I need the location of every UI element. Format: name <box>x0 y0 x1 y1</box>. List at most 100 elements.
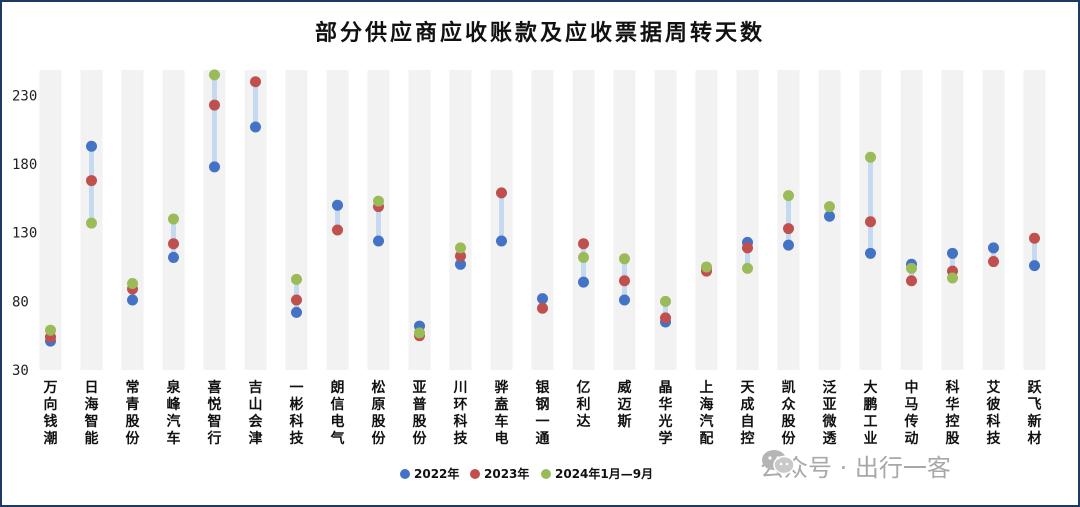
category-label: 常青股份 <box>126 379 141 447</box>
category-band <box>982 70 1005 370</box>
data-point <box>619 294 630 306</box>
category-label: 松原股份 <box>372 379 387 447</box>
category-label: 泛亚微透 <box>822 379 838 447</box>
data-point <box>865 151 876 163</box>
category-label: 银钢一通 <box>536 379 551 447</box>
category-label: 骅盍车电 <box>495 379 509 447</box>
data-point <box>578 238 589 250</box>
category-label: 大鹏工业 <box>864 379 878 447</box>
data-point <box>168 251 179 263</box>
category-band <box>121 70 144 370</box>
data-point <box>373 235 384 247</box>
data-point <box>332 224 343 236</box>
data-point <box>45 324 56 336</box>
data-point <box>414 327 425 339</box>
data-point <box>783 239 794 251</box>
y-tick-label: 80 <box>12 294 29 310</box>
data-point <box>250 121 261 133</box>
data-point <box>742 262 753 274</box>
legend-marker <box>541 469 551 479</box>
category-label: 万向钱潮 <box>43 380 58 447</box>
legend-marker <box>400 469 410 479</box>
category-band <box>572 70 595 370</box>
data-point <box>906 275 917 287</box>
data-point <box>619 275 630 287</box>
category-label: 天成自控 <box>741 380 756 447</box>
data-point <box>742 242 753 254</box>
y-tick-label: 230 <box>12 88 37 104</box>
data-point <box>86 140 97 152</box>
y-tick-label: 180 <box>12 157 37 173</box>
category-label: 威迈斯 <box>618 379 632 430</box>
data-point <box>332 199 343 211</box>
category-band <box>408 70 431 370</box>
data-point <box>168 213 179 225</box>
category-label: 跃飞新材 <box>1028 380 1043 447</box>
category-label: 吉山会津 <box>249 379 264 447</box>
data-point <box>168 238 179 250</box>
data-point <box>291 273 302 285</box>
category-band <box>285 70 308 370</box>
category-label: 一彬科技 <box>290 380 305 447</box>
data-point <box>250 76 261 88</box>
data-point <box>578 251 589 263</box>
category-band <box>449 70 472 370</box>
category-band <box>39 70 62 370</box>
category-band <box>613 70 636 370</box>
data-point <box>783 190 794 202</box>
data-point <box>824 201 835 213</box>
data-point <box>988 256 999 268</box>
category-label: 亚普股份 <box>413 380 428 447</box>
data-point <box>1029 260 1040 272</box>
data-point <box>947 247 958 259</box>
data-point <box>373 195 384 207</box>
data-point <box>865 216 876 228</box>
data-point <box>127 278 138 290</box>
data-point <box>1029 232 1040 244</box>
data-point <box>496 187 507 199</box>
wechat-icon <box>762 450 795 475</box>
data-point <box>291 306 302 318</box>
data-point <box>455 258 466 270</box>
data-point <box>824 210 835 222</box>
category-label: 朗信电气 <box>330 379 345 447</box>
data-point <box>537 293 548 305</box>
data-point <box>947 272 958 284</box>
category-band <box>695 70 718 370</box>
data-point <box>86 175 97 187</box>
category-label: 中马传动 <box>904 379 919 447</box>
data-point <box>291 294 302 306</box>
category-label: 凯众股份 <box>782 379 797 447</box>
data-point <box>127 294 138 306</box>
category-band <box>736 70 759 370</box>
legend-label: 2022年 <box>414 466 459 481</box>
chart-title: 部分供应商应收账款及应收票据周转天数 <box>314 21 765 46</box>
data-point <box>865 247 876 259</box>
data-point <box>701 261 712 273</box>
data-point <box>86 217 97 229</box>
data-point <box>455 250 466 262</box>
watermark: 公众号 · 出行一客 <box>760 448 951 483</box>
category-label: 川环科技 <box>453 380 469 447</box>
category-band <box>900 70 923 370</box>
data-point <box>209 99 220 111</box>
data-point <box>660 312 671 324</box>
data-point <box>988 242 999 254</box>
y-tick-label: 130 <box>12 226 37 242</box>
data-point <box>578 276 589 288</box>
category-label: 晶华光学 <box>658 380 673 447</box>
category-label: 上海汽配 <box>700 380 714 447</box>
data-point <box>537 302 548 314</box>
data-point <box>209 69 220 81</box>
category-band <box>531 70 554 370</box>
category-band <box>203 70 226 370</box>
data-point <box>496 235 507 247</box>
category-band <box>1023 70 1046 370</box>
legend-label: 2024年1月—9月 <box>555 466 653 481</box>
data-point <box>619 253 630 265</box>
data-point <box>209 161 220 173</box>
data-point <box>783 223 794 235</box>
legend-label: 2023年 <box>484 466 529 481</box>
category-band <box>654 70 677 370</box>
